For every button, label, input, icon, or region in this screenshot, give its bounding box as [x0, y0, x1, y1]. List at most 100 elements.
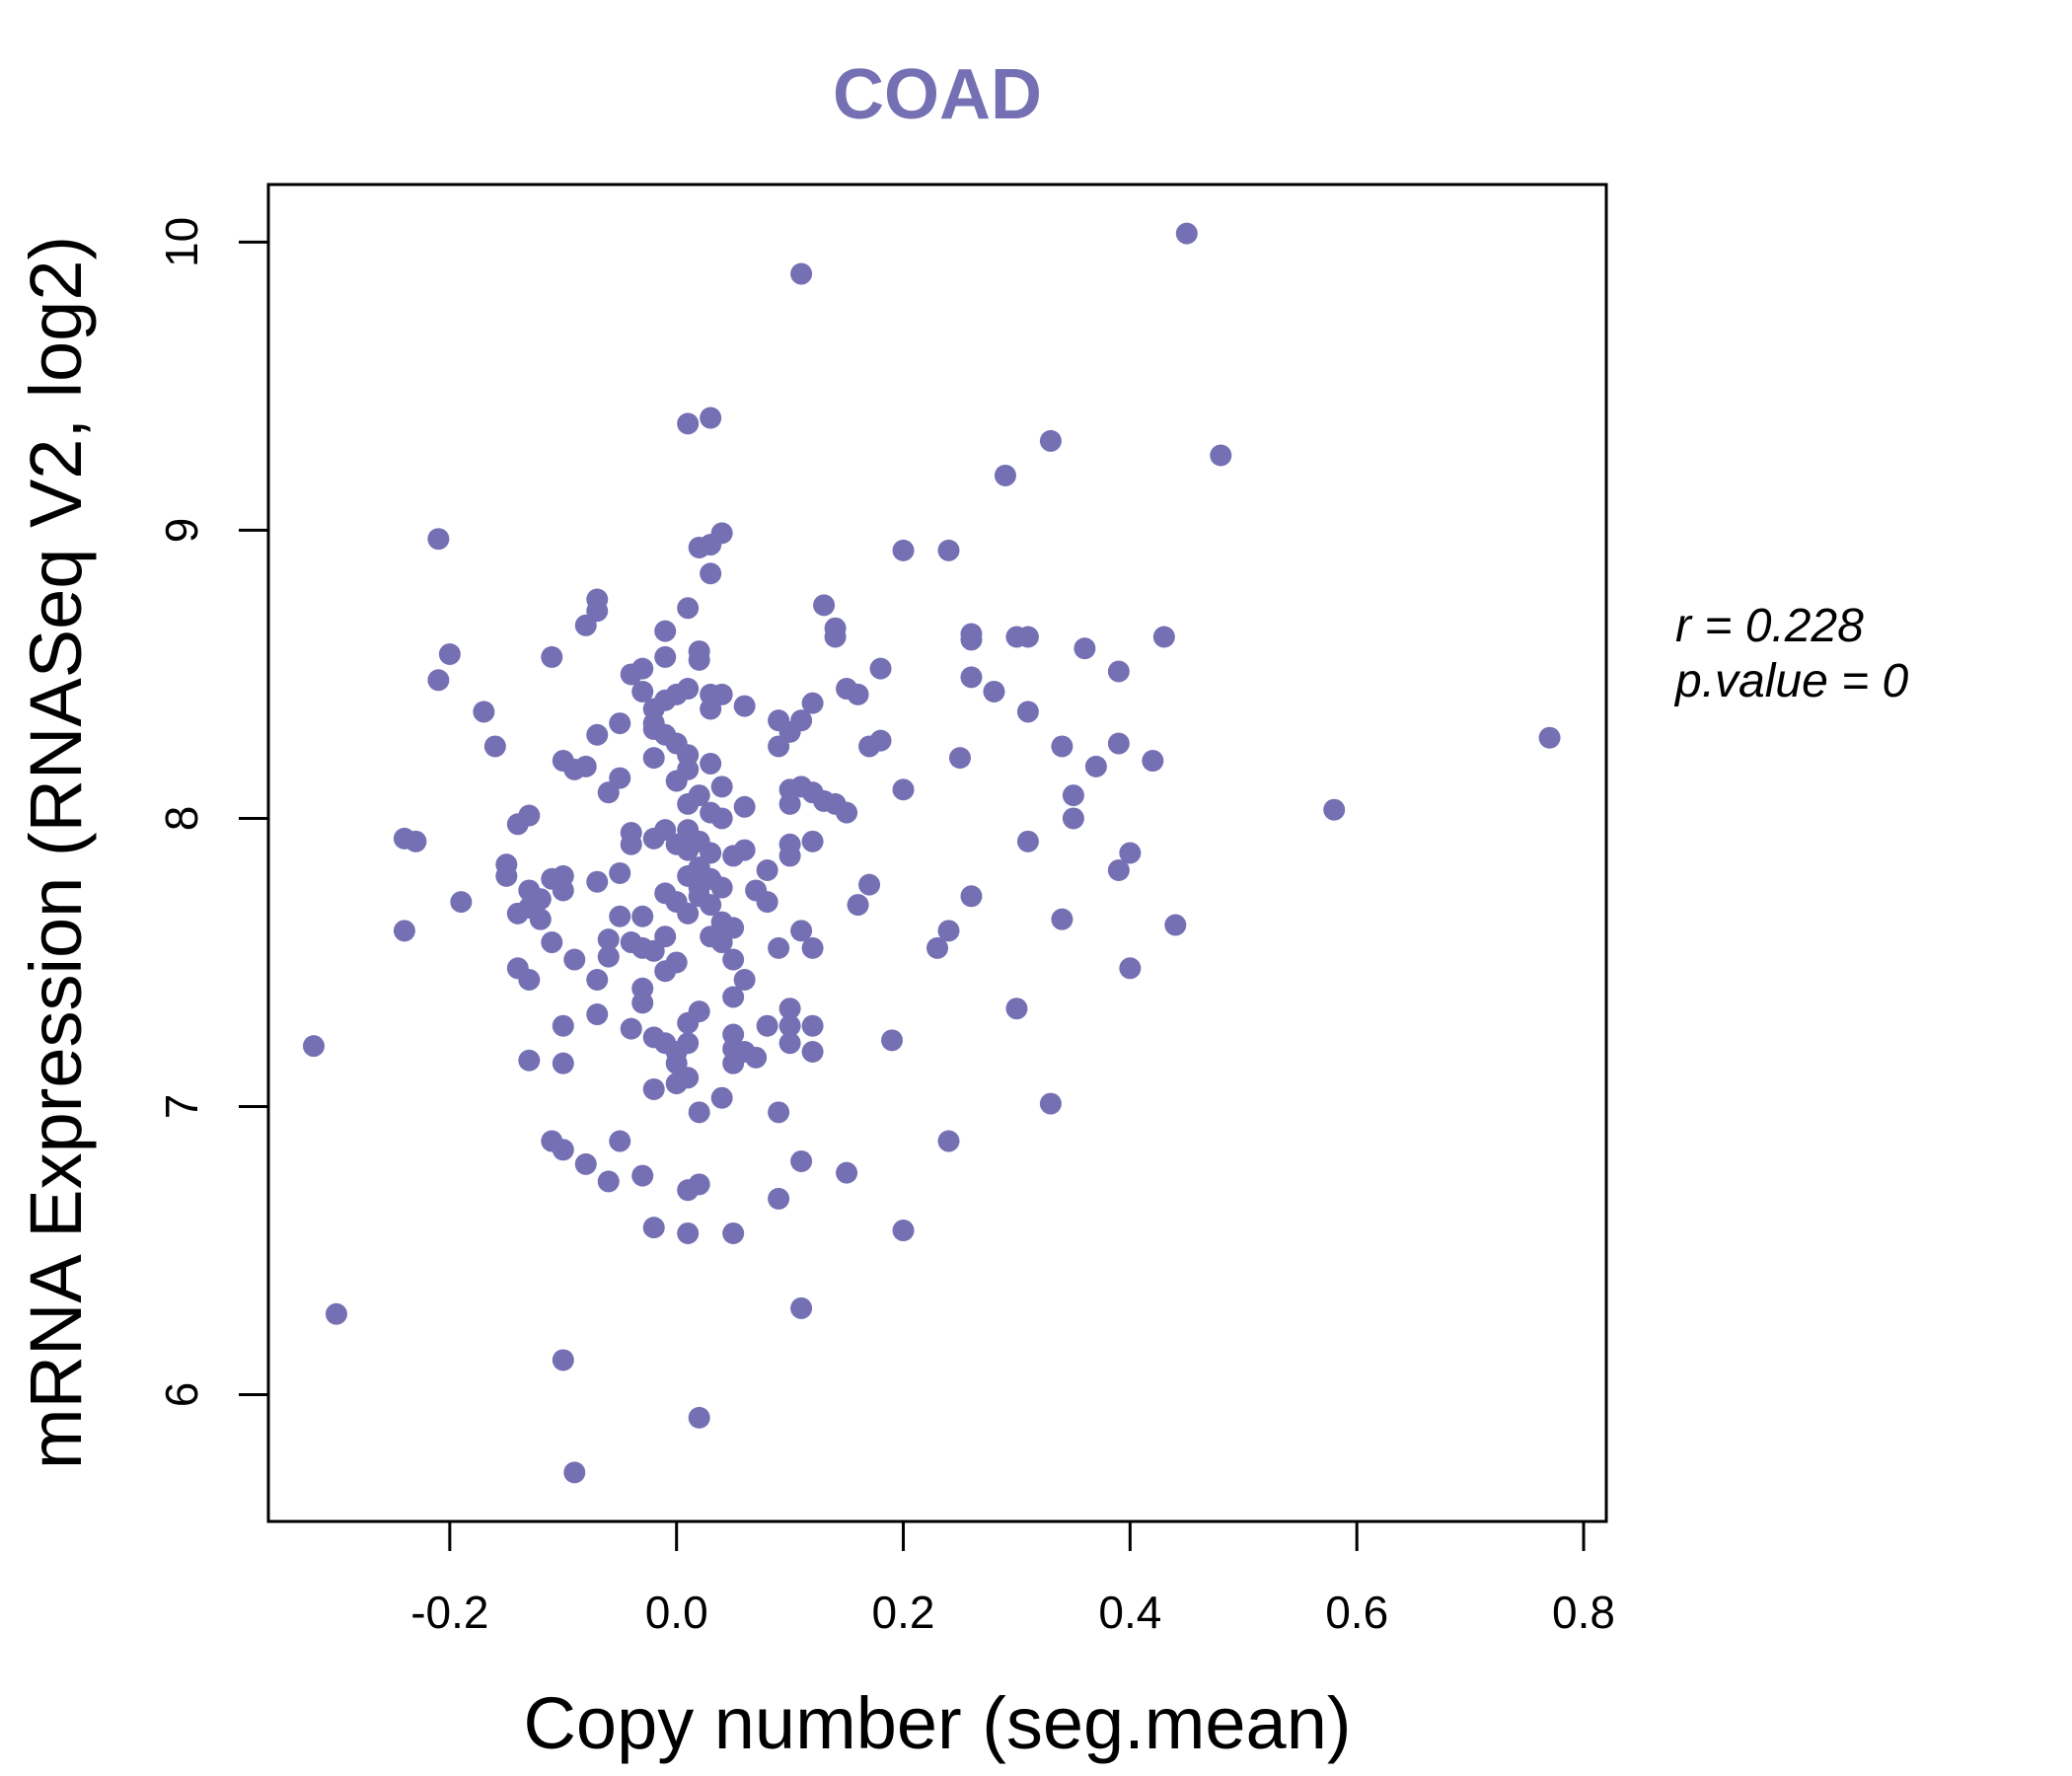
x-tick-label: 0.2 [872, 1587, 935, 1638]
scatter-point [836, 1161, 858, 1184]
chart-title: COAD [833, 55, 1042, 134]
scatter-point [710, 876, 733, 899]
scatter-point [529, 888, 552, 911]
x-tick-label: 0.8 [1552, 1587, 1615, 1638]
scatter-point [801, 692, 824, 714]
scatter-point [677, 412, 700, 435]
scatter-point [325, 1302, 347, 1325]
scatter-point [688, 1101, 710, 1124]
scatter-point [552, 1139, 574, 1161]
scatter-point [926, 936, 948, 959]
scatter-point [756, 1014, 778, 1037]
scatter-point [700, 894, 722, 917]
scatter-point [1051, 735, 1073, 758]
scatter-point [869, 657, 892, 680]
scatter-point [700, 562, 722, 585]
scatter-point [405, 830, 427, 852]
scatter-point [586, 1003, 609, 1026]
scatter-point [677, 902, 700, 925]
scatter-point [620, 1017, 642, 1040]
scatter-point [858, 873, 881, 896]
scatter-point [642, 747, 665, 770]
scatter-point [733, 795, 756, 818]
scatter-point [722, 948, 745, 971]
scatter-point [586, 968, 609, 991]
scatter-point [960, 629, 983, 651]
scatter-point [1210, 444, 1232, 467]
scatter-point [654, 620, 677, 642]
scatter-point [609, 905, 631, 927]
scatter-point [960, 666, 983, 689]
scatter-point [710, 807, 733, 830]
scatter-point [847, 894, 869, 917]
y-tick-label: 7 [156, 1094, 207, 1120]
scatter-point [768, 1101, 790, 1124]
scatter-point [937, 920, 960, 942]
scatter-point [393, 920, 415, 942]
scatter-point [710, 522, 733, 545]
scatter-point [609, 1130, 631, 1152]
scatter-point [778, 845, 801, 867]
scatter-point [700, 407, 722, 429]
scatter-point [700, 842, 722, 864]
scatter-point [427, 669, 450, 692]
scatter-point [1073, 637, 1096, 660]
scatter-point [586, 600, 609, 623]
scatter-point [710, 683, 733, 705]
scatter-point [473, 701, 495, 723]
scatter-point [1119, 842, 1142, 864]
scatter-point [518, 804, 541, 827]
scatter-point [574, 1152, 597, 1175]
scatter-point [541, 645, 563, 668]
plot-frame [266, 183, 1608, 1523]
scatter-point [778, 792, 801, 815]
x-axis-title: Copy number (seg.mean) [523, 1682, 1351, 1764]
scatter-point [1323, 798, 1346, 821]
scatter-point [836, 801, 858, 824]
scatter-point [654, 925, 677, 948]
scatter-point [733, 695, 756, 717]
y-tick-label: 6 [156, 1382, 207, 1408]
scatter-point [1062, 784, 1084, 807]
scatter-point [677, 1032, 700, 1055]
scatter-point [756, 859, 778, 882]
scatter-point [631, 680, 654, 703]
scatter-point [778, 1032, 801, 1055]
scatter-point [1016, 626, 1039, 648]
scatter-point [733, 968, 756, 991]
scatter-point [574, 755, 597, 777]
scatter-point [1107, 732, 1130, 755]
correlation-r-label: r = 0.228 [1675, 600, 1864, 652]
scatter-point [847, 683, 869, 705]
y-tick-label: 9 [156, 518, 207, 544]
scatter-point [677, 597, 700, 620]
scatter-point [801, 936, 824, 959]
y-axis-title: mRNA Expression (RNASeq V2, log2) [15, 236, 97, 1469]
scatter-point [790, 1149, 813, 1172]
scatter-point [677, 678, 700, 701]
scatter-point [586, 723, 609, 746]
scatter-point [620, 822, 642, 845]
scatter-point [700, 752, 722, 775]
scatter-point [1107, 859, 1130, 882]
scatter-point [609, 861, 631, 884]
scatter-point [529, 908, 552, 930]
scatter-point [801, 830, 824, 852]
scatter-point [824, 617, 847, 639]
scatter-point [710, 1086, 733, 1109]
scatter-point [450, 891, 473, 914]
scatter-point [597, 928, 620, 951]
scatter-point [710, 776, 733, 798]
scatter-point [552, 1014, 574, 1037]
data-points [302, 222, 1561, 1484]
scatter-point [688, 1406, 710, 1429]
scatter-point [552, 879, 574, 902]
scatter-point [1016, 830, 1039, 852]
scatter-point [937, 539, 960, 561]
x-tick-label: 0.4 [1098, 1587, 1161, 1638]
scatter-point [1107, 660, 1130, 683]
scatter-point [892, 539, 915, 561]
scatter-point [597, 1170, 620, 1193]
scatter-point [994, 464, 1016, 486]
x-tick-label: 0.6 [1325, 1587, 1388, 1638]
